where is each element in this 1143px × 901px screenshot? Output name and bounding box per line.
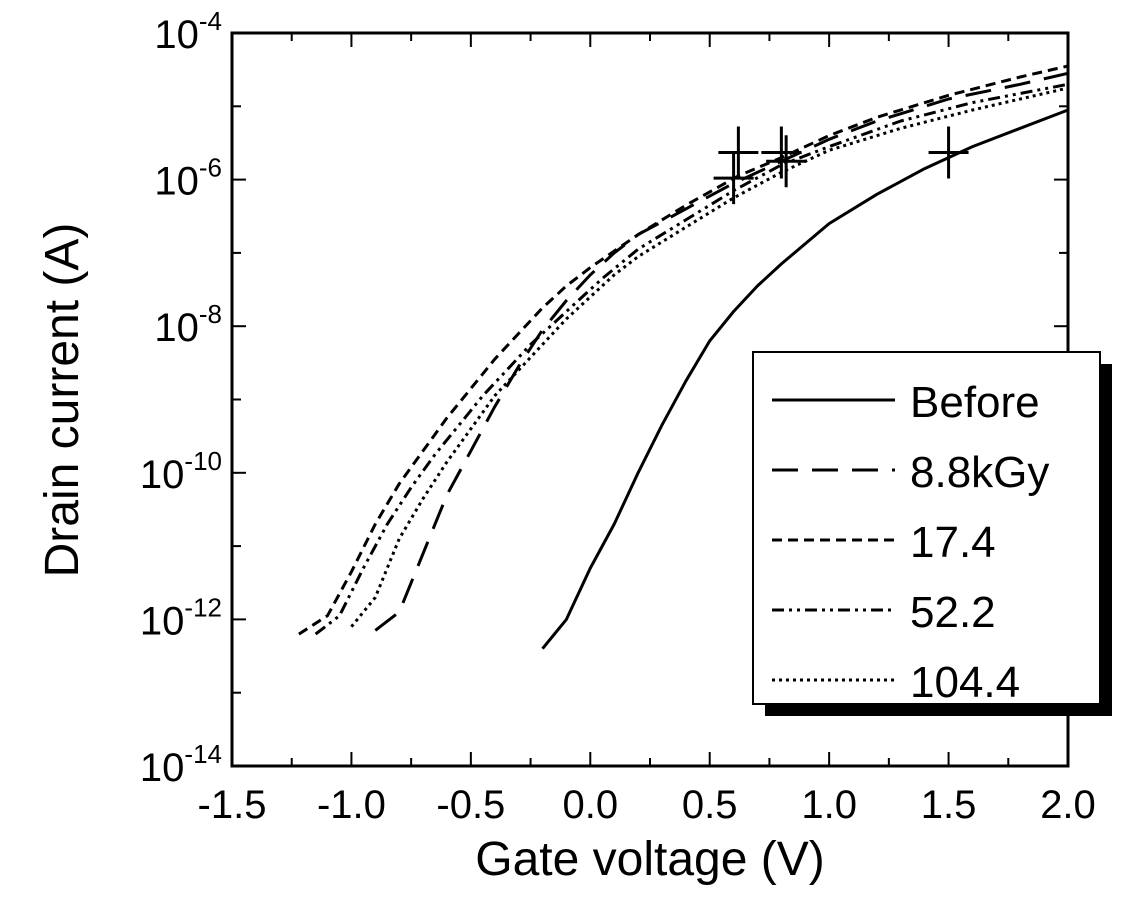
- threshold-marker-1: [761, 126, 802, 179]
- series-line-4: [350, 86, 1069, 628]
- x-axis-title: Gate voltage (V): [475, 833, 825, 886]
- y-tick-label: 10-12: [140, 592, 222, 643]
- threshold-marker-4: [766, 135, 807, 188]
- x-tick-label: -0.5: [436, 783, 505, 827]
- series-curves: [298, 64, 1069, 650]
- x-tick-label: -1.0: [317, 783, 386, 827]
- x-tick-label: 1.0: [801, 783, 857, 827]
- y-axis-title: Drain current (A): [36, 223, 89, 578]
- legend-label-4: 104.4: [910, 658, 1020, 707]
- legend-label-0: Before: [910, 378, 1040, 427]
- y-tick-labels: 10-4 10-6 10-8 10-10 10-12 10-14: [140, 6, 222, 790]
- x-tick-label: 2.0: [1040, 783, 1096, 827]
- x-tick-labels: -1.5 -1.0 -0.5 0.0 0.5 1.0 1.5 2.0: [198, 783, 1096, 827]
- x-tick-label: -1.5: [198, 783, 267, 827]
- x-tick-label: 0.0: [562, 783, 618, 827]
- legend-box: [752, 351, 1101, 705]
- threshold-marker-2: [718, 126, 759, 179]
- y-tick-label: 10-14: [140, 739, 222, 790]
- legend: Before 8.8kGy 17.4 52.2 104.4: [752, 351, 1112, 716]
- series-markers: [713, 126, 969, 205]
- x-tick-label: 0.5: [682, 783, 738, 827]
- legend-label-3: 52.2: [910, 588, 996, 637]
- legend-label-2: 17.4: [910, 518, 996, 567]
- series-line-1: [374, 71, 1069, 632]
- legend-label-1: 8.8kGy: [910, 448, 1049, 497]
- x-tick-label: 1.5: [921, 783, 977, 827]
- series-line-2: [298, 64, 1069, 636]
- y-tick-label: 10-4: [154, 6, 222, 57]
- y-tick-label: 10-8: [154, 299, 222, 350]
- y-tick-label: 10-6: [154, 153, 222, 204]
- series-line-0: [541, 108, 1069, 650]
- series-line-3: [314, 82, 1069, 636]
- y-tick-label: 10-10: [140, 446, 222, 497]
- threshold-marker-0: [928, 126, 969, 179]
- threshold-marker-3: [713, 152, 754, 205]
